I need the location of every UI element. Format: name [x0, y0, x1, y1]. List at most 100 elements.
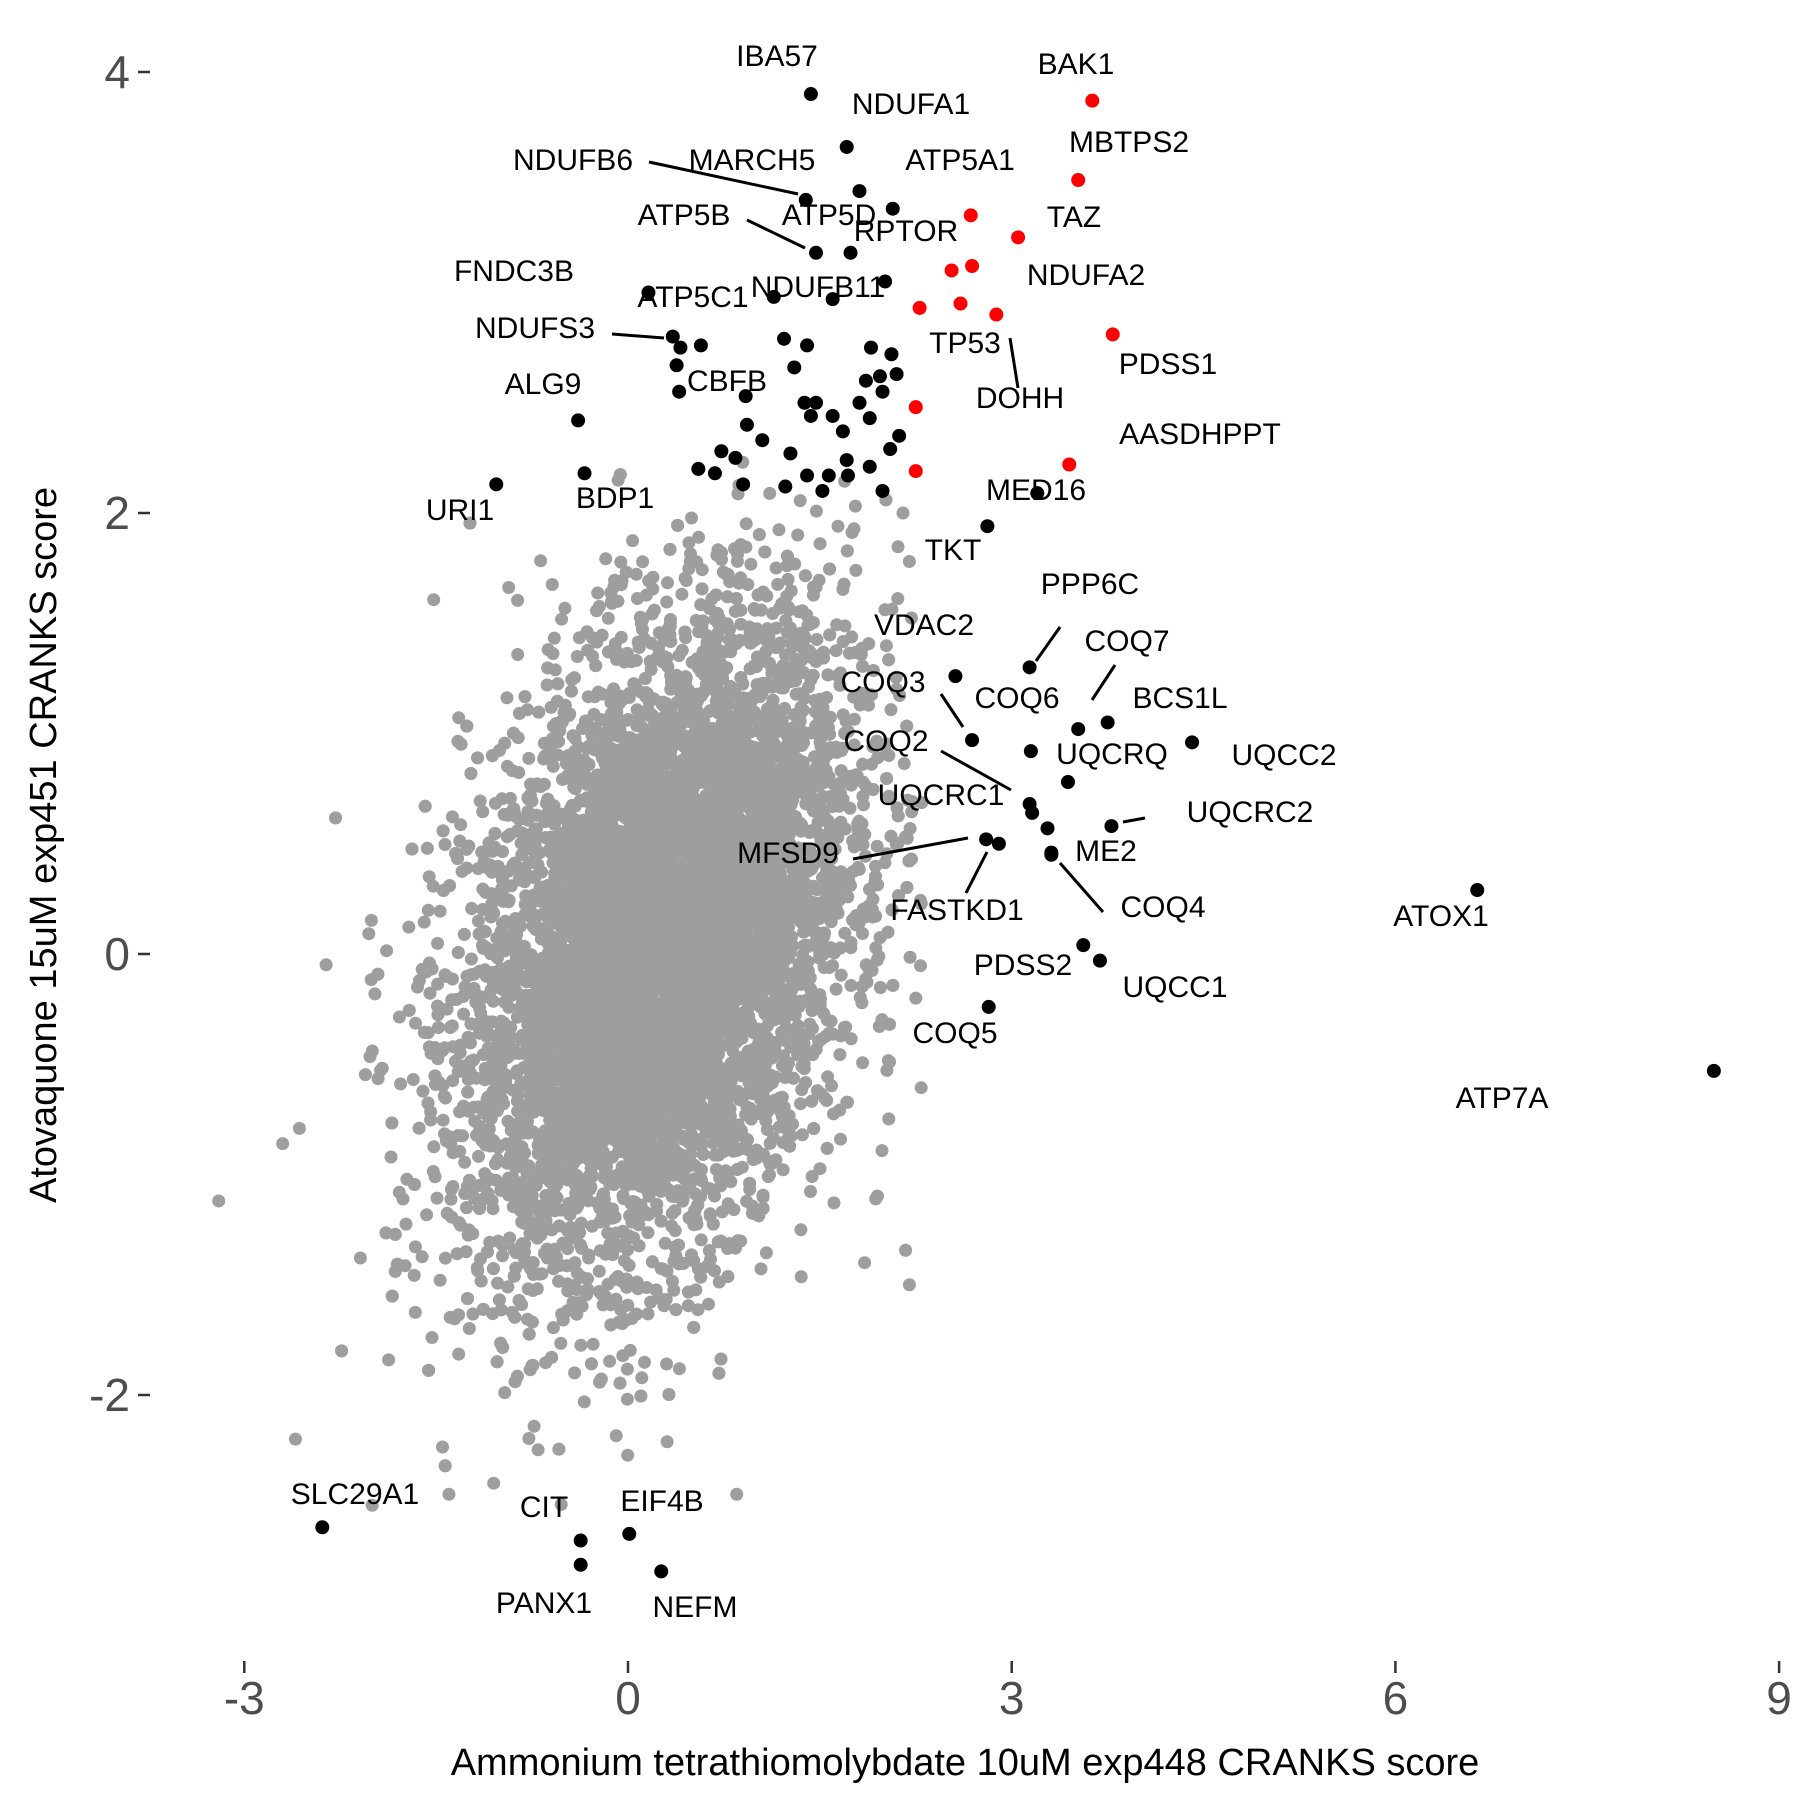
background-point — [491, 1276, 505, 1290]
background-point — [813, 1162, 827, 1176]
background-point — [754, 1262, 768, 1276]
background-point — [546, 1321, 560, 1335]
background-point — [641, 1226, 655, 1240]
background-point — [766, 1131, 780, 1145]
background-point — [834, 968, 848, 982]
background-point — [425, 1331, 439, 1344]
background-point — [869, 941, 883, 955]
background-point — [672, 1362, 686, 1376]
background-point — [682, 536, 696, 550]
background-point — [545, 1223, 559, 1237]
background-point — [609, 1429, 623, 1443]
background-point — [368, 987, 382, 1001]
background-point — [865, 688, 879, 702]
background-point — [905, 611, 918, 625]
background-point — [364, 913, 378, 927]
background-point — [458, 1155, 472, 1169]
background-point — [498, 1386, 512, 1400]
background-point — [810, 633, 824, 646]
background-point — [430, 1191, 444, 1205]
background-point — [462, 1322, 476, 1335]
background-point — [809, 504, 823, 518]
background-point — [471, 914, 485, 928]
background-point — [827, 1196, 841, 1210]
background-point — [511, 593, 525, 607]
background-point — [545, 578, 559, 591]
background-point — [884, 703, 898, 717]
background-point — [431, 1021, 445, 1034]
background-point — [511, 648, 525, 661]
background-point — [502, 1000, 516, 1014]
background-point — [408, 1240, 422, 1254]
background-point — [399, 1217, 413, 1231]
background-point — [446, 1074, 460, 1088]
background-point — [661, 576, 674, 590]
background-point — [416, 1084, 430, 1098]
background-point — [831, 519, 845, 533]
background-point — [794, 1097, 807, 1111]
background-point — [813, 537, 827, 551]
background-point — [834, 1132, 847, 1146]
background-point — [415, 1250, 429, 1264]
background-point — [534, 554, 548, 568]
background-point — [616, 1349, 630, 1363]
background-point — [838, 619, 852, 633]
background-point — [805, 1170, 819, 1183]
background-point — [850, 769, 864, 783]
background-point — [394, 1077, 408, 1091]
background-point — [570, 650, 584, 663]
background-point — [592, 1264, 606, 1278]
background-point — [436, 1440, 449, 1454]
background-point — [420, 1208, 434, 1222]
background-point — [620, 646, 634, 660]
background-point — [660, 595, 674, 609]
background-point — [496, 1249, 509, 1263]
background-point — [849, 563, 863, 577]
background-point — [903, 950, 917, 964]
background-point — [660, 1435, 674, 1449]
background-point — [438, 1251, 452, 1265]
background-point — [445, 810, 459, 824]
background-point — [454, 818, 468, 832]
background-point — [599, 552, 613, 566]
background-point — [635, 1371, 649, 1385]
background-point — [727, 1203, 741, 1217]
background-point — [657, 1299, 671, 1313]
background-point — [809, 580, 823, 594]
background-point — [319, 958, 333, 972]
background-point — [843, 801, 857, 815]
background-point — [603, 1354, 617, 1368]
background-point — [765, 666, 779, 680]
background-point — [554, 1336, 568, 1350]
background-point — [744, 557, 758, 571]
background-point — [531, 1443, 545, 1457]
background-point — [522, 1432, 536, 1445]
background-point — [844, 979, 858, 992]
background-point — [540, 678, 554, 692]
background-point — [915, 796, 929, 810]
background-point — [823, 961, 836, 974]
background-point — [437, 1089, 451, 1103]
background-point — [784, 584, 798, 598]
background-point — [891, 540, 905, 554]
background-point — [685, 511, 698, 525]
background-point — [833, 1048, 847, 1062]
background-points — [212, 455, 929, 1512]
background-point — [866, 664, 880, 677]
background-point — [626, 534, 640, 548]
background-point — [500, 691, 514, 705]
background-point — [763, 486, 777, 500]
background-point — [558, 601, 572, 615]
background-point — [292, 1121, 306, 1135]
background-point — [433, 904, 447, 918]
background-point — [882, 1112, 896, 1126]
background-point — [870, 839, 884, 853]
background-point — [702, 1297, 715, 1311]
background-point — [460, 861, 474, 875]
background-point — [382, 1353, 396, 1367]
background-point — [522, 751, 536, 765]
background-point — [621, 1448, 635, 1462]
background-point — [641, 1307, 655, 1321]
background-point — [914, 1081, 928, 1095]
